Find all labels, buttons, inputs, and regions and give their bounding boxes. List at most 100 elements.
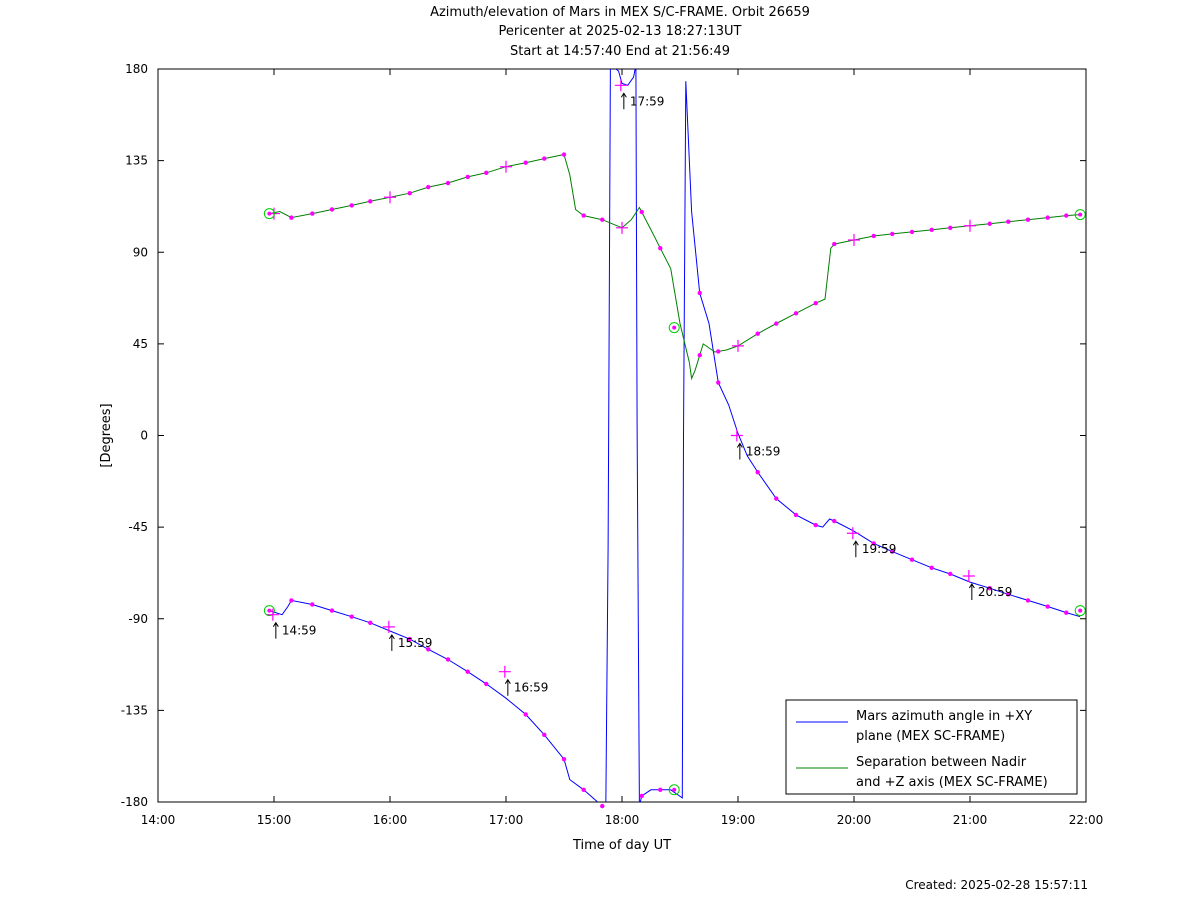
time-arrow: [852, 540, 859, 558]
y-tick-label: 180: [125, 62, 148, 76]
event-circle-marker: [1074, 209, 1086, 221]
legend-separation-label: and +Z axis (MEX SC-FRAME): [856, 775, 1048, 790]
separation-hour-marker: [616, 221, 628, 234]
created-timestamp: Created: 2025-02-28 15:57:11: [905, 878, 1088, 892]
azimuth-marker-dot: [445, 657, 451, 662]
separation-marker-dot: [484, 170, 489, 176]
time-arrow: [620, 92, 627, 110]
x-tick-label: 14:00: [141, 813, 176, 827]
separation-marker-dot: [581, 213, 586, 218]
separation-marker-dot: [832, 241, 837, 247]
x-tick-label: 15:00: [257, 813, 292, 827]
legend-azimuth-label: plane (MEX SC-FRAME): [856, 729, 1005, 744]
azimuth-marker-dot: [871, 541, 876, 546]
azimuth-marker-dot: [1064, 610, 1069, 615]
event-circle-marker: [668, 322, 680, 334]
azimuth-marker-dot: [987, 586, 992, 591]
separation-marker-dot: [1045, 215, 1050, 220]
azimuth-marker-dot: [310, 602, 315, 607]
time-annotation-label: 17:59: [630, 94, 665, 108]
event-circle-center: [1078, 608, 1083, 613]
azimuth-marker-dot: [755, 469, 760, 475]
azimuth-series-line: [269, 69, 1081, 802]
y-tick-label: -135: [121, 703, 148, 717]
separation-marker-dot: [948, 225, 953, 231]
time-annotation-label: 18:59: [746, 445, 781, 459]
y-tick-label: 90: [133, 245, 148, 259]
azimuth-marker-dot: [658, 787, 663, 792]
azimuth-marker-dot: [368, 620, 373, 626]
chart-subtitle-start-end: Start at 14:57:40 End at 21:56:49: [509, 44, 731, 59]
separation-marker-dot: [697, 353, 702, 358]
time-arrow: [736, 442, 743, 460]
separation-marker-dot: [523, 160, 528, 165]
x-axis-label: Time of day UT: [572, 838, 671, 853]
separation-marker-dot: [987, 221, 992, 226]
time-plus-marker: [498, 665, 511, 678]
separation-marker-dot: [407, 191, 412, 196]
separation-marker-dot: [561, 152, 567, 157]
event-circle-center: [1078, 212, 1083, 217]
y-tick-label: 135: [125, 154, 148, 168]
azimuth-marker-dot: [407, 636, 412, 642]
plot-frame: [157, 68, 1087, 803]
y-tick-label: 0: [140, 429, 148, 443]
separation-marker-dot: [871, 233, 876, 239]
separation-series-line: [269, 153, 1081, 381]
azimuth-marker-dot: [523, 712, 528, 717]
time-annotation-label: 14:59: [282, 624, 317, 638]
separation-marker-dot: [310, 211, 315, 216]
separation-marker-dot: [368, 199, 373, 204]
separation-marker-dot: [600, 217, 605, 222]
x-tick-label: 18:00: [605, 813, 640, 827]
azimuth-marker-dot: [542, 732, 547, 738]
time-plus-marker: [614, 79, 627, 92]
event-circle-center: [267, 211, 272, 216]
time-plus-marker: [846, 527, 859, 540]
separation-marker-dot: [658, 245, 663, 251]
y-tick-label: 45: [133, 337, 148, 351]
separation-hour-marker: [848, 234, 860, 247]
event-circle-marker: [668, 784, 680, 796]
separation-marker-dot: [329, 207, 335, 212]
time-arrow: [968, 583, 975, 600]
time-annotation-label: 20:59: [978, 585, 1013, 599]
x-tick-label: 22:00: [1069, 813, 1104, 827]
chart-title: Azimuth/elevation of Mars in MEX S/C-FRA…: [430, 5, 810, 20]
time-arrow: [388, 633, 395, 651]
azimuth-marker-dot: [465, 669, 470, 674]
separation-marker-dot: [1006, 219, 1011, 224]
azimuth-marker-dot: [329, 608, 335, 613]
separation-marker-dot: [465, 174, 470, 180]
azimuth-marker-dot: [639, 793, 644, 799]
azimuth-marker-dot: [890, 549, 895, 554]
azimuth-marker-dot: [929, 565, 934, 571]
separation-marker-dot: [289, 215, 294, 220]
y-tick-label: -180: [121, 795, 148, 809]
azimuth-marker-dot: [349, 614, 354, 619]
time-plus-marker: [266, 608, 279, 621]
y-tick-label: -90: [128, 612, 148, 626]
y-tick-label: -45: [128, 520, 148, 534]
separation-marker-dot: [542, 156, 547, 161]
azimuth-marker-dot: [561, 757, 567, 762]
separation-hour-marker: [500, 160, 512, 173]
separation-hour-marker: [384, 191, 396, 204]
separation-marker-dot: [909, 229, 915, 235]
azimuth-marker-dot: [581, 787, 586, 792]
x-tick-label: 20:00: [837, 813, 872, 827]
time-annotation-label: 15:59: [398, 636, 433, 650]
separation-marker-dot: [793, 311, 799, 316]
azimuth-marker-dot: [716, 380, 721, 385]
separation-marker-dot: [349, 203, 354, 208]
x-tick-label: 19:00: [721, 813, 756, 827]
time-arrow: [272, 621, 279, 639]
azimuth-marker-dot: [832, 518, 837, 524]
time-plus-marker: [730, 429, 743, 442]
x-tick-label: 21:00: [953, 813, 988, 827]
event-circle-center: [267, 608, 272, 613]
legend-separation-label: Separation between Nadir: [856, 755, 1027, 770]
separation-marker-dot: [813, 300, 818, 306]
event-circle-center: [672, 787, 677, 792]
